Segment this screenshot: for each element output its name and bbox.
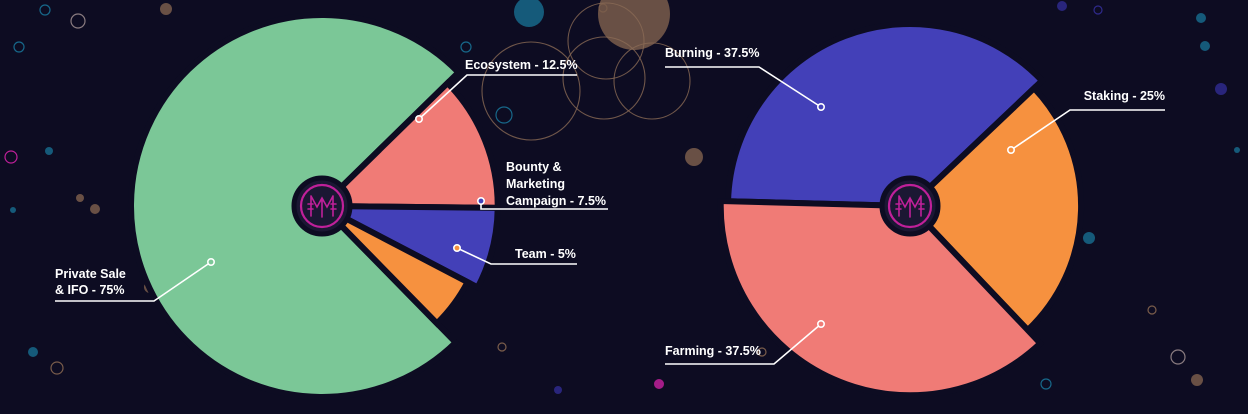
slice-label: Farming - 37.5% xyxy=(665,344,761,358)
ring-icon xyxy=(567,2,645,80)
leader-line xyxy=(418,74,577,120)
slice-label: & IFO - 75% xyxy=(55,283,124,297)
leader-private-sale-ifo-75: Private Sale & IFO - 75% xyxy=(55,257,216,302)
bubble-icon xyxy=(685,148,703,166)
leader-farming-37-5: Farming - 37.5% xyxy=(665,319,825,365)
bubble-icon xyxy=(514,0,544,27)
slice-label: Bounty & xyxy=(506,160,562,174)
background-bubbles xyxy=(4,0,1240,394)
bubble-icon xyxy=(497,342,507,352)
leader-dot xyxy=(816,319,825,328)
leader-ecosystem-12-5: Ecosystem - 12.5% xyxy=(414,58,578,124)
bubble-icon xyxy=(1040,378,1052,390)
leader-dot xyxy=(452,244,461,253)
pie-slice-burning-37-5 xyxy=(724,21,1047,210)
leader-dot xyxy=(476,197,485,206)
leader-dot xyxy=(414,115,423,124)
leader-line xyxy=(665,66,822,108)
slice-label: Team - 5% xyxy=(515,247,576,261)
pie-chart-token-allocation: Private Sale & IFO - 75% Ecosystem - 12.5%… xyxy=(55,12,608,400)
bubble-icon xyxy=(1234,147,1240,153)
bubble-icon xyxy=(13,41,25,53)
ring-icon xyxy=(613,42,691,120)
pie-slices xyxy=(717,21,1085,399)
bubble-icon xyxy=(460,41,472,53)
bubble-icon xyxy=(757,347,767,357)
slice-label: Burning - 37.5% xyxy=(665,46,759,60)
bubble-icon xyxy=(1215,83,1227,95)
cat-mask-logo-icon xyxy=(879,175,941,237)
bubble-icon xyxy=(1191,374,1203,386)
pie-chart-token-usage: Burning - 37.5% Staking - 25% Farming - 37… xyxy=(665,21,1165,399)
pie-slice-ecosystem-12-5 xyxy=(314,78,501,211)
leader-line xyxy=(1010,109,1165,151)
leader-dot xyxy=(816,103,825,112)
bubble-icon xyxy=(45,147,53,155)
bubble-icon xyxy=(90,204,100,214)
bubble-icon xyxy=(50,361,64,375)
pie-slice-team-5 xyxy=(319,203,472,328)
leader-staking-25: Staking - 25% xyxy=(1006,89,1165,155)
bubble-icon xyxy=(1196,13,1206,23)
bubble-icon xyxy=(598,0,670,50)
leader-dot xyxy=(207,257,216,266)
slice-label: Private Sale xyxy=(55,267,126,281)
pie-slice-staking-25 xyxy=(905,83,1085,335)
cat-mask-logo-icon xyxy=(291,175,353,237)
bubble-icon xyxy=(495,106,513,124)
leader-burning-37-5: Burning - 37.5% xyxy=(665,46,825,112)
slice-label: Staking - 25% xyxy=(1084,89,1165,103)
bubble-icon xyxy=(4,150,18,164)
bubble-icon xyxy=(28,347,38,357)
bubble-icon xyxy=(654,379,664,389)
bubble-icon xyxy=(10,207,16,213)
bubble-icon xyxy=(1200,41,1210,51)
leader-line xyxy=(55,261,212,302)
bubble-icon xyxy=(598,3,608,13)
bubble-icon xyxy=(1083,232,1095,244)
pie-slice-farming-37-5 xyxy=(717,197,1045,399)
leader-team-5: Team - 5% xyxy=(452,244,577,265)
bubble-icon xyxy=(70,13,86,29)
ring-icon xyxy=(481,41,581,141)
bubble-icon xyxy=(554,386,562,394)
leader-bounty-marketing-campaign-7-5: Bounty & Marketing Campaign - 7.5% xyxy=(476,160,608,210)
slice-label: Ecosystem - 12.5% xyxy=(465,58,578,72)
bubble-icon xyxy=(76,194,84,202)
bubble-icon xyxy=(1093,5,1103,15)
bubble-icon xyxy=(160,3,172,15)
bubble-icon xyxy=(1170,349,1186,365)
bubble-icon xyxy=(1057,1,1067,11)
leader-line xyxy=(456,247,577,265)
ring-icon xyxy=(562,36,646,120)
slice-label: Campaign - 7.5% xyxy=(506,194,606,208)
slice-label: Marketing xyxy=(506,177,565,191)
bubble-icon xyxy=(1147,305,1157,315)
leader-line xyxy=(665,323,822,365)
bubble-icon xyxy=(39,4,51,16)
leader-dot xyxy=(1006,146,1015,155)
